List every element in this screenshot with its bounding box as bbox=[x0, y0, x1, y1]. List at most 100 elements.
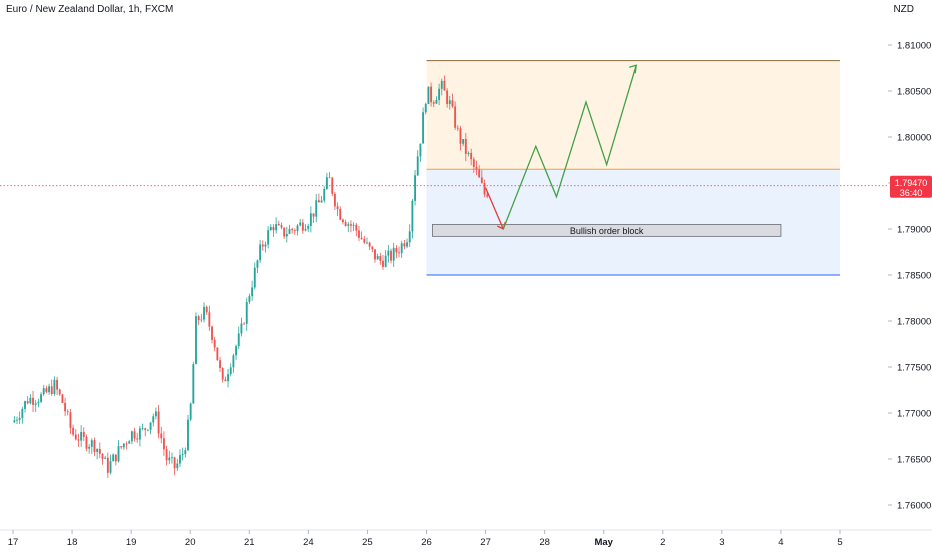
candle[interactable] bbox=[325, 177, 328, 189]
candle[interactable] bbox=[112, 454, 115, 462]
candle[interactable] bbox=[138, 428, 141, 440]
candle[interactable] bbox=[483, 182, 486, 195]
candle[interactable] bbox=[53, 379, 56, 395]
candle[interactable] bbox=[42, 388, 45, 395]
candle[interactable] bbox=[392, 247, 395, 261]
candle[interactable] bbox=[333, 193, 336, 207]
candle[interactable] bbox=[371, 246, 374, 250]
candle[interactable] bbox=[205, 306, 208, 313]
candle[interactable] bbox=[400, 243, 403, 254]
candle[interactable] bbox=[446, 90, 449, 104]
candle[interactable] bbox=[320, 200, 323, 203]
candle[interactable] bbox=[261, 244, 264, 247]
candle[interactable] bbox=[146, 429, 149, 431]
candle[interactable] bbox=[390, 250, 392, 261]
candle[interactable] bbox=[56, 379, 59, 390]
candle[interactable] bbox=[291, 228, 294, 231]
candle[interactable] bbox=[120, 446, 123, 448]
candle[interactable] bbox=[141, 428, 144, 430]
candle[interactable] bbox=[171, 457, 173, 459]
candle[interactable] bbox=[422, 112, 425, 144]
candle[interactable] bbox=[480, 177, 483, 183]
candle[interactable] bbox=[341, 219, 344, 223]
candle[interactable] bbox=[211, 326, 213, 340]
candle[interactable] bbox=[48, 386, 51, 393]
candle[interactable] bbox=[251, 287, 254, 297]
candle[interactable] bbox=[224, 379, 227, 382]
candle[interactable] bbox=[216, 347, 219, 361]
candle[interactable] bbox=[363, 238, 366, 243]
candle[interactable] bbox=[240, 323, 243, 334]
candle[interactable] bbox=[478, 169, 481, 178]
candle[interactable] bbox=[398, 252, 400, 254]
candle[interactable] bbox=[414, 175, 416, 201]
candle[interactable] bbox=[109, 461, 112, 473]
candle[interactable] bbox=[144, 428, 147, 430]
candle[interactable] bbox=[133, 431, 136, 439]
candle[interactable] bbox=[448, 100, 451, 104]
candle[interactable] bbox=[259, 244, 262, 261]
candle[interactable] bbox=[336, 206, 339, 210]
candle[interactable] bbox=[309, 213, 312, 226]
candle[interactable] bbox=[197, 316, 200, 320]
candle[interactable] bbox=[149, 422, 152, 430]
candle[interactable] bbox=[104, 457, 107, 459]
candle[interactable] bbox=[192, 364, 195, 404]
candle[interactable] bbox=[456, 127, 459, 129]
candle[interactable] bbox=[355, 224, 358, 231]
candle[interactable] bbox=[114, 454, 117, 462]
candle[interactable] bbox=[352, 224, 355, 226]
candle[interactable] bbox=[229, 367, 232, 375]
candle[interactable] bbox=[64, 402, 67, 412]
candle[interactable] bbox=[221, 368, 224, 380]
candle[interactable] bbox=[32, 397, 34, 405]
candle[interactable] bbox=[16, 419, 18, 421]
candle[interactable] bbox=[243, 323, 246, 325]
candle[interactable] bbox=[237, 333, 240, 347]
candle[interactable] bbox=[454, 106, 457, 128]
candle[interactable] bbox=[165, 449, 168, 461]
candle[interactable] bbox=[26, 401, 29, 404]
candle[interactable] bbox=[384, 255, 387, 267]
candle[interactable] bbox=[90, 440, 93, 447]
candle[interactable] bbox=[267, 230, 270, 245]
candle[interactable] bbox=[358, 230, 360, 238]
candle[interactable] bbox=[331, 177, 334, 194]
candle[interactable] bbox=[360, 237, 363, 239]
candle[interactable] bbox=[101, 453, 104, 459]
candle[interactable] bbox=[427, 86, 430, 104]
candle[interactable] bbox=[459, 128, 462, 144]
candle[interactable] bbox=[157, 411, 160, 434]
candle[interactable] bbox=[408, 231, 411, 243]
candle[interactable] bbox=[40, 394, 42, 402]
candle[interactable] bbox=[272, 226, 275, 231]
candle[interactable] bbox=[301, 222, 304, 231]
candle[interactable] bbox=[80, 431, 83, 441]
candle[interactable] bbox=[213, 339, 216, 348]
candle[interactable] bbox=[88, 446, 91, 449]
candle[interactable] bbox=[293, 230, 296, 232]
candle[interactable] bbox=[470, 152, 473, 160]
candle[interactable] bbox=[315, 200, 318, 217]
candle[interactable] bbox=[368, 242, 371, 247]
candle[interactable] bbox=[464, 139, 467, 154]
candle[interactable] bbox=[350, 224, 352, 226]
candle[interactable] bbox=[61, 394, 64, 403]
candle[interactable] bbox=[275, 224, 278, 231]
candle[interactable] bbox=[66, 411, 69, 413]
candle[interactable] bbox=[77, 439, 80, 441]
demand-zone[interactable] bbox=[426, 169, 841, 275]
candle[interactable] bbox=[106, 457, 109, 473]
candle[interactable] bbox=[419, 143, 422, 157]
candle[interactable] bbox=[382, 260, 384, 267]
candle[interactable] bbox=[122, 443, 125, 448]
candle[interactable] bbox=[173, 457, 176, 469]
candle[interactable] bbox=[486, 194, 489, 197]
supply-zone[interactable] bbox=[426, 60, 841, 170]
candle[interactable] bbox=[462, 139, 465, 144]
candle[interactable] bbox=[312, 213, 315, 217]
candle[interactable] bbox=[235, 346, 238, 356]
candle[interactable] bbox=[117, 446, 120, 462]
candle[interactable] bbox=[184, 450, 187, 455]
